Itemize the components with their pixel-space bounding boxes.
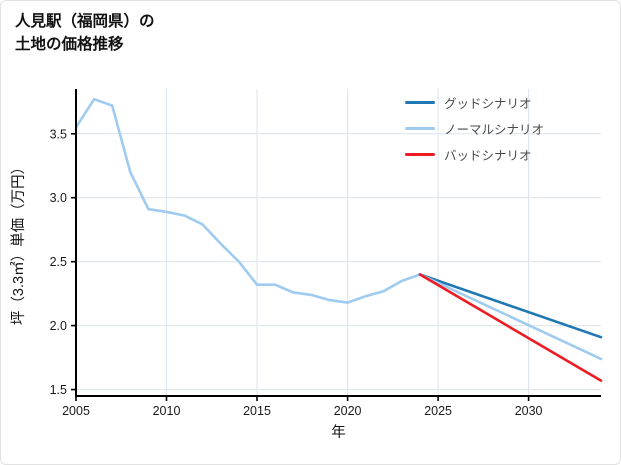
legend-label-good: グッドシナリオ xyxy=(444,96,532,111)
svg-text:2015: 2015 xyxy=(243,404,271,418)
series-historical-price xyxy=(74,97,422,304)
svg-text:2025: 2025 xyxy=(424,404,452,418)
y-axis-label: 坪（3.3㎡）単価（万円） xyxy=(10,160,27,325)
gridlines xyxy=(75,89,601,396)
svg-text:2.0: 2.0 xyxy=(50,319,67,333)
chart-legend: グッドシナリオ ノーマルシナリオ バッドシナリオ xyxy=(405,95,545,163)
legend-item-normal-scenario: ノーマルシナリオ xyxy=(405,121,545,137)
chart-title: 人見駅（福岡県）の 土地の価格推移 xyxy=(15,10,155,57)
legend-label-bad: バッドシナリオ xyxy=(444,148,532,163)
svg-text:1.5: 1.5 xyxy=(50,383,67,397)
tick-marks xyxy=(71,133,530,401)
legend-swatch-bad-line xyxy=(405,152,435,156)
chart-title-line2: 土地の価格推移 xyxy=(15,36,124,54)
svg-text:3.5: 3.5 xyxy=(50,127,67,141)
series-bad-scenario xyxy=(418,273,603,382)
svg-text:2010: 2010 xyxy=(153,404,181,418)
svg-text:2.5: 2.5 xyxy=(50,255,67,269)
x-axis-label: 年 xyxy=(331,424,346,441)
legend-swatch-good-line xyxy=(405,100,435,104)
series-good-scenario xyxy=(418,273,603,339)
legend-item-good-scenario: グッドシナリオ xyxy=(405,95,544,111)
chart-title-line1: 人見駅（福岡県）の xyxy=(15,13,155,30)
legend-label-normal: ノーマルシナリオ xyxy=(444,122,545,137)
svg-text:2005: 2005 xyxy=(62,404,90,418)
svg-text:2020: 2020 xyxy=(334,404,362,418)
legend-item-bad-scenario: バッドシナリオ xyxy=(405,147,544,163)
svg-text:3.0: 3.0 xyxy=(50,191,67,205)
legend-swatch-normal-line xyxy=(405,126,435,130)
x-tick-labels: 2005 2010 2015 2020 2025 2030 xyxy=(62,404,542,418)
series-normal-scenario xyxy=(418,273,603,361)
svg-text:2030: 2030 xyxy=(515,404,543,418)
y-tick-labels: 1.5 2.0 2.5 3.0 3.5 xyxy=(50,127,67,397)
axis-spines xyxy=(75,89,601,397)
